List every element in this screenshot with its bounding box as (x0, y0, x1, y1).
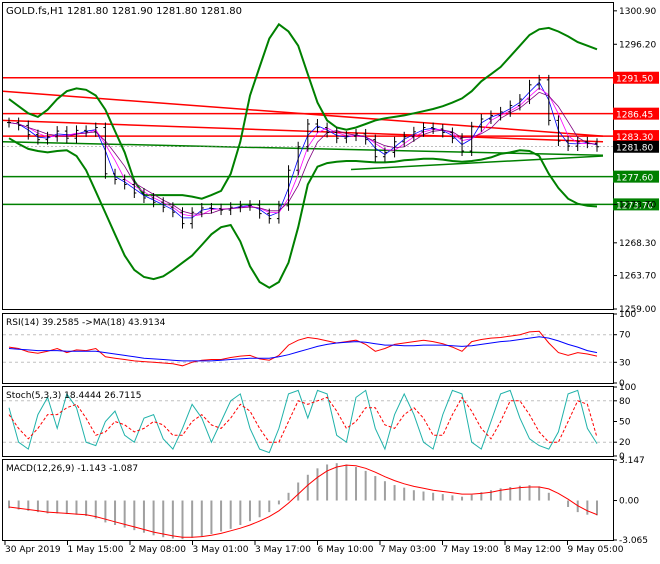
level-label-1291.50: 1291.50 (616, 75, 653, 85)
rsi-y-tick-30: 30 (619, 358, 631, 368)
trendline-support-3 (350, 155, 604, 171)
x-tick-0: 30 Apr 2019 (5, 545, 61, 555)
x-tick-8: 8 May 12:00 (505, 545, 561, 555)
main-y-tick-1259.00: 1259.00 (619, 305, 656, 315)
macd-title: MACD(12,26,9) -1.143 -1.087 (6, 464, 138, 474)
x-tick-2: 2 May 08:00 (130, 545, 186, 555)
main-chart-title: GOLD.fs,H1 1281.80 1281.90 1281.80 1281.… (6, 6, 242, 17)
x-tick-9: 9 May 05:00 (568, 545, 624, 555)
rsi-y-tick-0: 0 (619, 379, 625, 389)
main-y-tick-1296.20: 1296.20 (619, 40, 656, 50)
rsi-y-tick-100: 100 (619, 310, 636, 320)
main-y-tick-1268.30: 1268.30 (619, 239, 656, 249)
x-tick-7: 7 May 19:00 (443, 545, 499, 555)
rsi-series-0 (8, 330, 598, 367)
macd-y-tick--3.065: -3.065 (619, 536, 648, 546)
macd-panel-frame (2, 459, 614, 541)
stoch-series-1 (8, 396, 598, 443)
stoch-y-tick-100: 100 (619, 383, 636, 393)
main-panel-frame (2, 2, 614, 310)
trendline-resistance-1 (2, 119, 604, 143)
level-label-bg-1277.60 (613, 170, 659, 183)
level-label-bg-1273.70 (613, 198, 659, 211)
rsi-y-tick-70: 70 (619, 331, 631, 341)
bollinger-upper-line (8, 22, 598, 200)
x-tick-3: 3 May 01:00 (193, 545, 249, 555)
level-label-1283.30: 1283.30 (616, 133, 653, 143)
main-y-tick-1263.70: 1263.70 (619, 272, 656, 282)
current-price-label-bg (613, 140, 659, 153)
stoch-y-tick-80: 80 (619, 397, 631, 407)
level-label-1286.45: 1286.45 (616, 111, 653, 121)
current-price-label: 1281.80 (616, 144, 653, 154)
stoch-title: Stoch(5,3,3) 18.4444 26.7115 (6, 391, 141, 401)
level-label-bg-1286.45 (613, 107, 659, 120)
rsi-panel-frame (2, 313, 614, 384)
trendline-resistance-0 (2, 90, 604, 137)
rsi-title: RSI(14) 39.2585 ->MA(18) 43.9134 (6, 318, 166, 328)
stoch-y-tick-50: 50 (619, 418, 631, 428)
level-label-1277.60: 1277.60 (616, 174, 653, 184)
stoch-y-tick-20: 20 (619, 438, 631, 448)
main-y-tick-1300.90: 1300.90 (619, 7, 656, 17)
macd-y-tick-3.147: 3.147 (619, 456, 645, 466)
level-label-bg-1291.50 (613, 71, 659, 84)
ma-mid-line (8, 87, 598, 217)
stoch-series-0 (8, 389, 598, 454)
macd-signal-line (8, 464, 598, 538)
x-tick-4: 3 May 17:00 (255, 545, 311, 555)
ma-fast-line (8, 81, 598, 219)
macd-y-tick-0.00: 0.00 (619, 497, 639, 507)
level-label-1273.70: 1273.70 (616, 201, 653, 211)
main-y-tick-1273.70: 1273.70 (619, 200, 656, 210)
x-tick-6: 7 May 03:00 (380, 545, 436, 555)
level-label-bg-1283.30 (613, 130, 659, 143)
x-tick-1: 1 May 15:00 (68, 545, 124, 555)
bollinger-lower-line (8, 137, 598, 289)
ma-slow-line (8, 91, 598, 215)
x-tick-5: 6 May 10:00 (318, 545, 374, 555)
rsi-series-1 (8, 336, 598, 362)
stoch-y-tick-0: 0 (619, 452, 625, 462)
